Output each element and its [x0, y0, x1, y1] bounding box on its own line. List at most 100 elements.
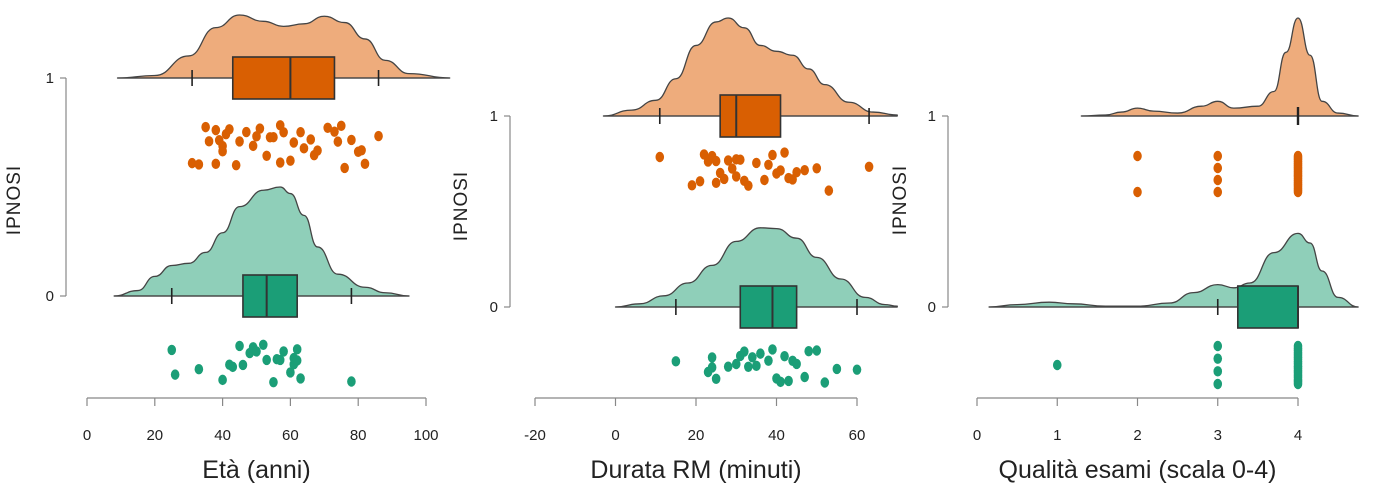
x-tick-label: 2 — [1133, 427, 1141, 444]
group-1-point — [340, 162, 349, 174]
group-0-point — [292, 355, 302, 366]
group-1-point — [231, 159, 241, 171]
group-0-density — [988, 232, 1359, 308]
group-0-point — [852, 364, 862, 375]
group-0-point — [800, 371, 809, 383]
group-0-box — [1237, 285, 1299, 329]
group-1-box — [231, 56, 336, 100]
group-0-point — [238, 359, 248, 371]
group-1-point — [289, 137, 299, 148]
group-0-point — [707, 362, 717, 373]
group-0-point — [740, 346, 749, 357]
group-0-point — [731, 358, 741, 370]
group-1-point — [336, 120, 346, 131]
y-tick-label: 0 — [490, 299, 498, 316]
group-1-point — [764, 159, 773, 170]
group-0-point — [279, 346, 288, 357]
x-tick-label: 40 — [214, 427, 231, 444]
group-1-point — [360, 158, 370, 170]
group-0-point — [218, 374, 227, 386]
x-tick-label: 60 — [282, 427, 299, 444]
group-1-point — [357, 145, 366, 156]
group-1-point — [711, 155, 721, 167]
group-0-point — [1293, 378, 1303, 390]
group-1-point — [711, 177, 721, 189]
group-1-point — [313, 145, 322, 156]
x-tick-label: 4 — [1294, 427, 1302, 444]
group-1-point — [1213, 162, 1223, 174]
group-1-point — [194, 159, 204, 170]
group-0-point — [820, 377, 830, 388]
group-0-point — [262, 354, 271, 366]
group-0-point — [671, 356, 681, 367]
x-tick-label: 20 — [146, 427, 163, 444]
group-1-point — [211, 158, 221, 170]
group-1-point — [812, 163, 822, 174]
group-1-point — [695, 176, 705, 187]
group-0-point — [768, 344, 777, 355]
group-1-point — [248, 140, 258, 152]
group-1-point — [333, 136, 343, 147]
group-1-point — [374, 130, 383, 142]
group-0-density — [614, 227, 898, 308]
group-0-point — [258, 339, 268, 350]
group-1-point — [275, 157, 285, 168]
group-1-density — [602, 17, 898, 117]
group-1-point — [262, 150, 271, 162]
group-1-point — [1133, 150, 1142, 162]
group-1-point — [1213, 186, 1223, 198]
y-tick-label: 1 — [928, 108, 936, 125]
group-1-point — [235, 136, 244, 147]
group-0-point — [269, 377, 278, 388]
group-0-point — [711, 373, 721, 385]
group-1-density — [1080, 17, 1359, 117]
group-0-point — [748, 352, 757, 363]
group-0-point — [707, 352, 717, 363]
x-tick-label: 80 — [350, 427, 367, 444]
group-1-point — [687, 180, 697, 191]
x-tick-label: 0 — [83, 427, 91, 444]
x-axis-title: Età (anni) — [202, 456, 310, 484]
group-1-point — [269, 132, 278, 143]
group-0-point — [804, 346, 813, 357]
group-1-point — [1213, 150, 1223, 162]
group-1-point — [204, 136, 214, 147]
group-0-point — [1213, 340, 1223, 352]
group-1-point — [655, 151, 665, 163]
group-0-point — [170, 369, 180, 380]
x-axis-title: Durata RM (minuti) — [590, 456, 801, 484]
y-tick-label: 0 — [46, 288, 54, 305]
y-axis-title: IPNOSI — [4, 165, 25, 235]
group-0-point — [784, 375, 793, 387]
group-0-point — [275, 354, 285, 366]
x-tick-label: 40 — [768, 427, 785, 444]
group-1-point — [1133, 186, 1142, 198]
x-tick-label: 3 — [1214, 427, 1222, 444]
group-1-point — [330, 126, 339, 137]
y-tick-label: 1 — [46, 70, 54, 87]
group-1-point — [776, 165, 785, 176]
group-1-point — [727, 163, 737, 174]
group-0-point — [832, 363, 842, 375]
group-1-point — [864, 161, 874, 172]
x-tick-label: -20 — [524, 427, 546, 444]
group-1-point — [323, 122, 332, 133]
group-0-box — [739, 285, 798, 329]
x-tick-label: 100 — [413, 427, 438, 444]
group-0-point — [780, 351, 789, 362]
group-1-point — [255, 123, 265, 134]
group-1-density — [116, 14, 451, 79]
group-1-point — [792, 166, 801, 178]
y-tick-label: 0 — [928, 299, 936, 316]
group-0-point — [1213, 353, 1223, 364]
group-0-point — [812, 345, 822, 356]
group-1-point — [800, 165, 809, 176]
group-0-point — [286, 367, 295, 378]
group-1-point — [211, 124, 221, 136]
group-1-point — [347, 134, 356, 146]
x-tick-label: 0 — [973, 427, 981, 444]
quality-panel: 1 0 0 1 2 3 4 Qualità esami (scala 0-4) IPNOSI — [890, 17, 1359, 484]
group-0-point — [167, 344, 177, 356]
group-0-point — [776, 376, 785, 388]
group-0-point — [1213, 378, 1223, 390]
